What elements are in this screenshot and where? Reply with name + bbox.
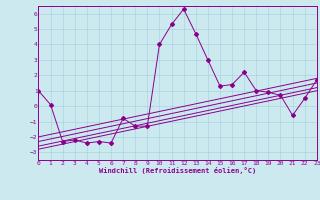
X-axis label: Windchill (Refroidissement éolien,°C): Windchill (Refroidissement éolien,°C) [99,167,256,174]
